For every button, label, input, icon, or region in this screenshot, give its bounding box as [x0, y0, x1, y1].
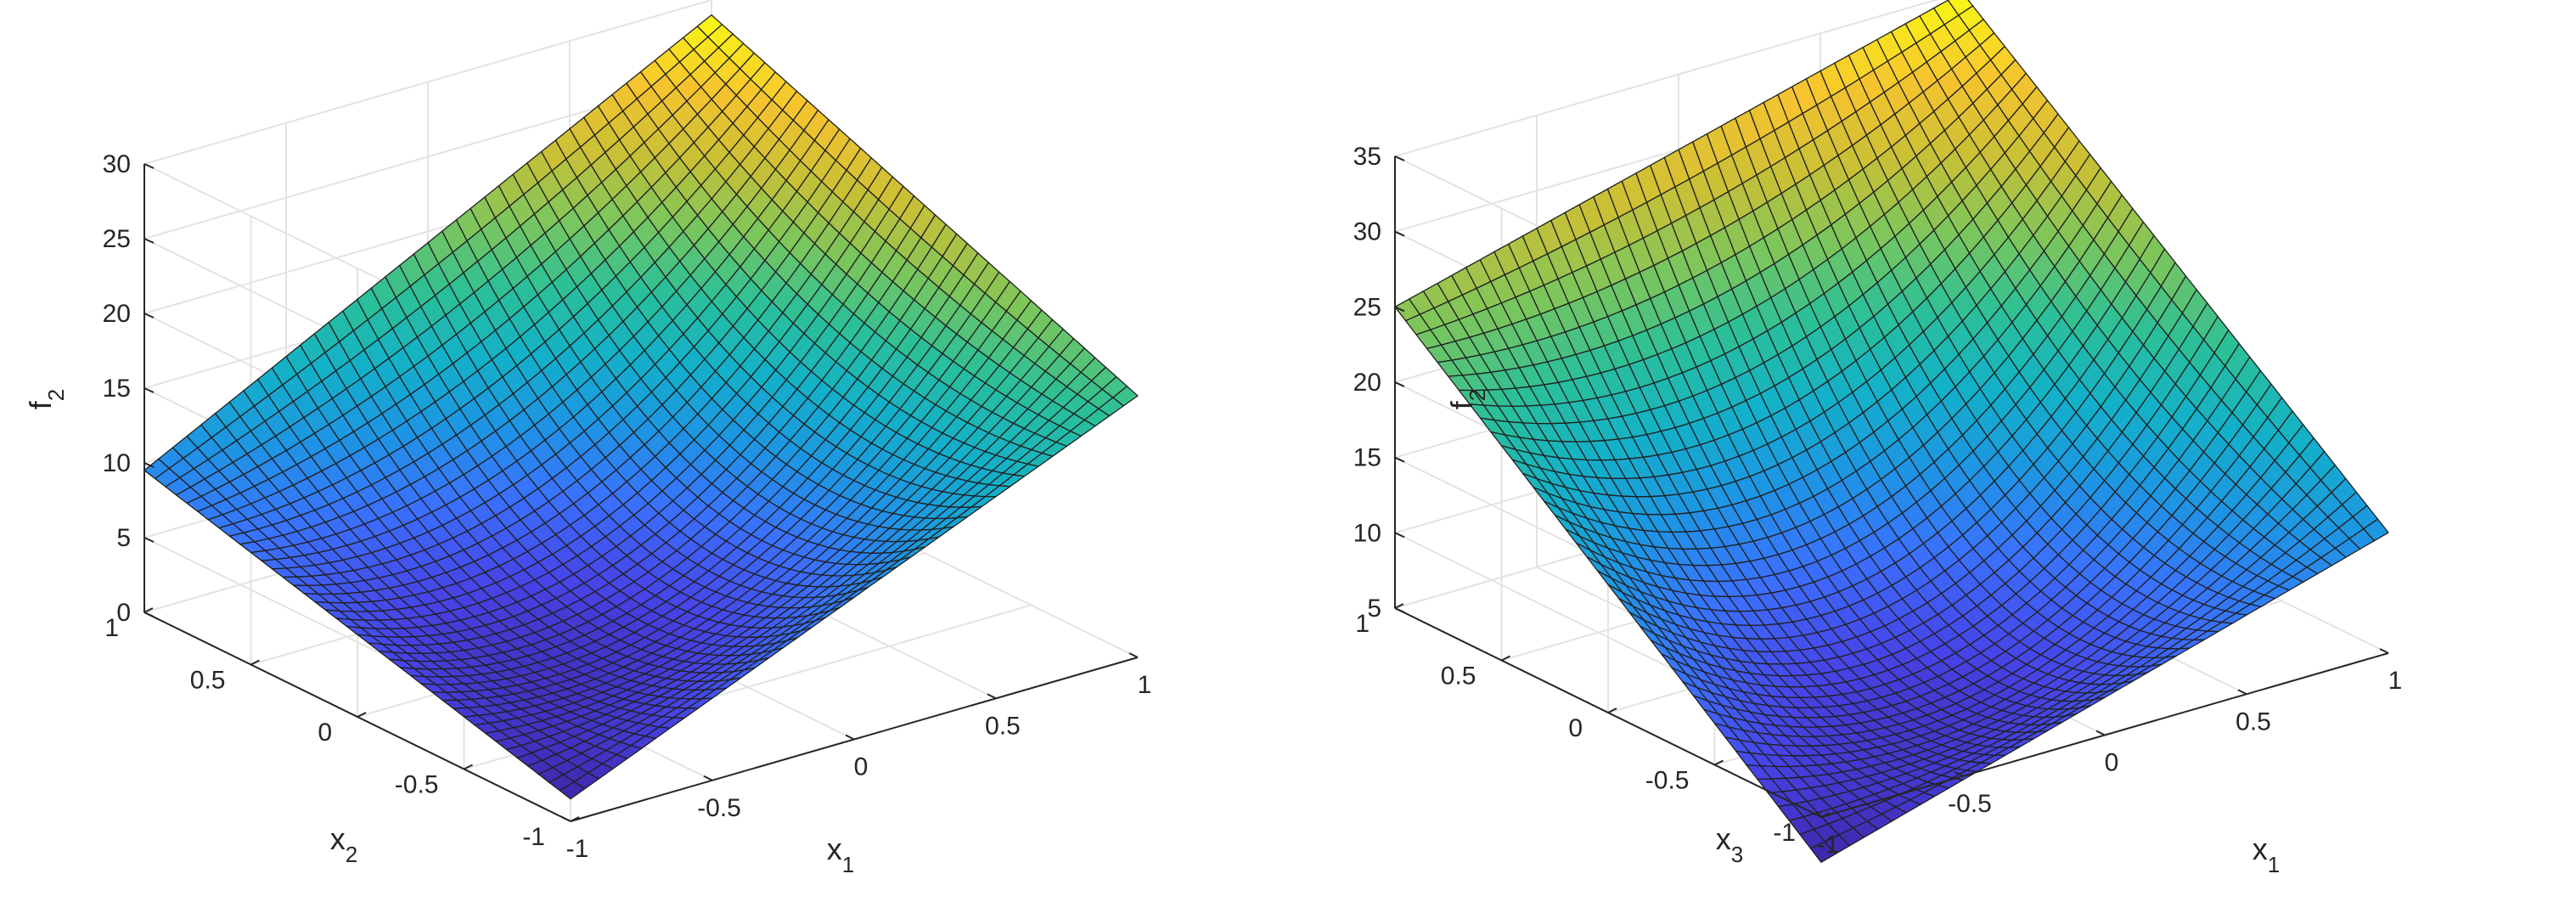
- left-plot-y-tick-label: 0: [318, 719, 332, 747]
- left-plot-z-tick-label: 15: [103, 375, 131, 403]
- right-plot-z-tick: [1394, 306, 1405, 313]
- left-plot-x-tick: [987, 693, 997, 700]
- left-plot-z-tick-label: 30: [103, 150, 131, 178]
- right-plot-y-tick: [1714, 759, 1724, 766]
- left-plot-z-tick: [143, 387, 155, 393]
- right-plot-z-tick-label: 30: [1353, 218, 1381, 246]
- right-plot-y-tick: [1607, 708, 1617, 713]
- right-plot-z-tick-label: 20: [1353, 369, 1381, 397]
- right-plot-z-tick: [1394, 456, 1405, 463]
- left-plot-x-tick: [845, 734, 855, 741]
- right-plot-z-tick-label: 25: [1353, 293, 1381, 321]
- left-plot-y-tick: [464, 764, 473, 770]
- left-plot-x-tick: [1128, 652, 1139, 658]
- right-plot-x-tick-label: -0.5: [1948, 790, 1992, 818]
- left-plot-y-tick-label: -1: [522, 823, 545, 851]
- left-plot-y-tick: [570, 816, 580, 822]
- left-plot-x-tick: [561, 816, 571, 822]
- right-plot-z-tick-label: 10: [1353, 519, 1381, 547]
- left-plot-x-tick-label: 0.5: [985, 712, 1021, 740]
- right-plot-y-tick-label: 0.5: [1441, 662, 1476, 691]
- left-plot-y-tick: [357, 712, 367, 718]
- right-plot-y-tick: [1501, 655, 1510, 662]
- right-plot-x-tick-label: -1: [1817, 831, 1840, 859]
- left-plot-z-tick-label: 25: [103, 225, 131, 253]
- surface-plot-right: -1 -0.5 0 0.5 1 -1 -0.5 0 0.5 1 5 10 15 20 25 30 35 x1 x3 f…: [1288, 0, 2576, 902]
- right-plot-y-tick: [1394, 603, 1404, 609]
- surface-plot-right-canvas: -1-0.500.51-1-0.500.515101520253035x1x3f…: [1353, 0, 2403, 877]
- left-plot-y-label: x2: [330, 821, 357, 867]
- left-plot-x-tick-label: -0.5: [697, 794, 741, 822]
- right-plot-x-tick-label: 1: [2388, 667, 2403, 695]
- left-plot-surface-cell: [559, 781, 586, 800]
- right-plot-z-tick: [1394, 155, 1405, 161]
- right-plot-z-tick-label: 5: [1367, 595, 1381, 623]
- right-plot-x-tick: [1812, 812, 1822, 818]
- right-plot-x-label: x1: [2253, 832, 2280, 877]
- right-plot-x-tick-label: 0.5: [2236, 708, 2271, 736]
- left-plot-x-tick-label: -1: [566, 835, 589, 863]
- right-plot-z-tick-label: 15: [1353, 444, 1381, 472]
- right-plot-z-tick: [1394, 532, 1405, 538]
- left-plot-y-tick-label: -0.5: [395, 771, 439, 799]
- left-plot-x-tick-label: 0: [854, 753, 869, 781]
- left-plot-z-tick: [143, 313, 155, 319]
- right-plot-z-tick: [1394, 607, 1405, 613]
- surface-plot-left: -1 -0.5 0 0.5 1 -1 -0.5 0 0.5 1 0 5 10 15 20 25 30 x1 x2 f2: [23, 0, 1152, 877]
- left-plot-y-tick-label: 0.5: [190, 667, 226, 695]
- left-plot-z-label: f2: [23, 389, 69, 409]
- right-plot-surface: [1394, 0, 2389, 863]
- right-plot-x-tick: [2237, 689, 2247, 696]
- left-plot-z-tick-label: 20: [103, 300, 131, 328]
- right-plot-z-tick: [1394, 381, 1405, 387]
- left-plot-z-tick: [143, 462, 155, 468]
- right-plot-y-tick: [1820, 812, 1831, 818]
- right-plot-y-tick-label: 0: [1568, 714, 1583, 742]
- right-plot-x-tick: [2095, 730, 2106, 736]
- left-plot-z-tick: [143, 612, 155, 617]
- right-plot-x-tick: [1954, 770, 1964, 777]
- right-plot-y-tick-label: 1: [1355, 610, 1370, 638]
- right-plot-y-tick-label: -0.5: [1645, 767, 1690, 795]
- left-plot-y-tick: [143, 607, 154, 613]
- left-plot-y-tick: [250, 659, 260, 666]
- left-plot-z-tick: [143, 163, 155, 169]
- right-plot-z-tick: [1394, 230, 1405, 237]
- right-plot-x-tick: [2379, 648, 2389, 654]
- left-plot-z-tick: [143, 537, 155, 543]
- left-plot-z-tick-label: 5: [116, 524, 131, 552]
- right-plot-z-tick-label: 35: [1353, 143, 1381, 171]
- right-plot-z-label: f2: [1444, 389, 1490, 409]
- left-plot-x-label: x1: [827, 832, 854, 877]
- right-plot-x-tick-label: 0: [2105, 749, 2119, 777]
- left-plot-z-tick-label: 10: [103, 449, 131, 477]
- left-plot-surface: [143, 14, 1139, 800]
- left-plot-z-tick-label: 0: [116, 599, 131, 627]
- left-plot-x-tick-label: 1: [1138, 671, 1152, 699]
- right-plot-y-label: x3: [1716, 821, 1743, 867]
- right-plot-surface-cell: [1809, 841, 1836, 863]
- left-plot-y-tick-label: 1: [104, 614, 119, 642]
- left-plot-x-tick: [703, 775, 713, 781]
- right-plot-y-tick-label: -1: [1773, 819, 1796, 847]
- left-plot-z-tick: [143, 238, 155, 244]
